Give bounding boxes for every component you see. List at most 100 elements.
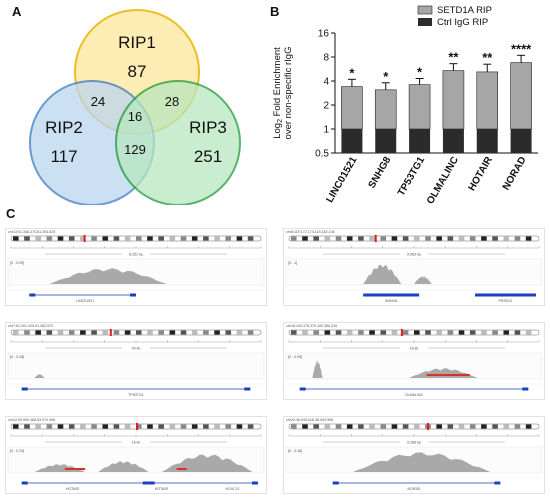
bar-setd1a-rip — [442, 70, 465, 130]
gene-exon — [142, 481, 149, 485]
coverage-peak — [97, 461, 149, 472]
locus-marker — [374, 235, 377, 242]
chromosome-band — [313, 236, 319, 241]
venn-count-rip3: 251 — [194, 147, 222, 166]
gene-exon — [21, 481, 28, 485]
bar-setd1a-rip — [510, 62, 532, 130]
chromosome-band — [102, 236, 109, 241]
chromosome-band — [458, 236, 465, 241]
chromosome-band — [324, 330, 331, 335]
chromosome-band — [391, 236, 398, 241]
track-span: 9,963 bp — [407, 253, 421, 257]
chromosome-band — [35, 330, 41, 335]
chromosome-band — [203, 424, 209, 429]
y-tick-label: 2 — [323, 101, 329, 112]
chromosome-band — [346, 424, 353, 429]
peak-call — [176, 468, 187, 470]
locus-marker — [400, 329, 403, 336]
chromosome-band — [313, 330, 319, 335]
gene-name: PRSS12 — [499, 299, 513, 303]
chromosome-band — [346, 236, 353, 241]
chromosome-band — [402, 236, 409, 241]
chromosome-band — [291, 236, 297, 241]
chromosome-band — [391, 330, 398, 335]
chromosome-band — [147, 236, 153, 241]
track-locus: chr16:100,378,370-100,396,316 — [286, 324, 337, 328]
chromosome-band — [80, 330, 86, 335]
chromosome-band — [358, 424, 364, 429]
gene-name: OLMALINC — [405, 393, 424, 397]
chromosome-band — [169, 330, 176, 335]
chromosome-band — [346, 330, 353, 335]
chromosome-band — [514, 330, 521, 335]
chromosome-band — [380, 424, 387, 429]
chromosome-band — [91, 330, 97, 335]
chromosome-band — [335, 424, 342, 429]
significance-marker: * — [349, 65, 355, 80]
venn-count-rip1-rip3: 28 — [165, 94, 179, 109]
chromosome-band — [46, 424, 53, 429]
chromosome-band — [335, 330, 342, 335]
chromosome-band — [158, 330, 164, 335]
chromosome-band — [102, 424, 109, 429]
legend-swatch-setd1a — [417, 5, 433, 15]
chromosome-band — [158, 236, 164, 241]
coverage-peak — [34, 464, 86, 472]
chromosome-band — [113, 236, 120, 241]
coverage-box — [285, 258, 543, 286]
chromosome-band — [180, 236, 187, 241]
legend-label-setd1a: SETD1A RIP — [437, 5, 492, 16]
chromosome-band — [402, 424, 409, 429]
venn-count-all: 16 — [128, 109, 142, 124]
y-tick-label: 0.5 — [315, 149, 329, 160]
track-range: [0 - 0.28] — [10, 355, 24, 359]
gene-exon — [474, 293, 536, 297]
gene-name: HOTAIR — [66, 487, 80, 491]
chromosome-band — [358, 236, 364, 241]
coverage-peak — [49, 268, 167, 284]
chromosome-band — [136, 424, 142, 429]
locus-marker — [136, 423, 138, 430]
chromosome-band — [369, 424, 375, 429]
track-range: [0 - 1] — [288, 261, 297, 265]
x-tick-label: OLMALINC — [425, 155, 461, 205]
chromosome-band — [425, 236, 431, 241]
track-span: 8,251 bp — [129, 253, 143, 257]
chromosome-band — [80, 236, 86, 241]
chromosome-band — [335, 236, 342, 241]
chromosome-band — [225, 330, 232, 335]
venn-count-rip2: 117 — [50, 147, 77, 166]
chromosome-band — [514, 236, 521, 241]
track-locus: chr7:61,301,429-61,362,572 — [8, 324, 53, 328]
track-frame — [283, 322, 545, 400]
bar-ctrl-igg-rip — [409, 129, 431, 153]
chromosome-band — [57, 236, 64, 241]
coverage-peak — [34, 374, 45, 378]
gene-exon — [363, 293, 420, 297]
track-span: 24 kb — [132, 347, 141, 351]
chromosome-band — [169, 424, 176, 429]
bar-setd1a-rip — [408, 84, 431, 130]
bar-ctrl-igg-rip — [442, 129, 464, 153]
chromosome-band — [481, 236, 487, 241]
chromosome-band — [225, 236, 232, 241]
track-range: [0 - 0.18] — [288, 449, 302, 453]
x-tick-label: NORAD — [501, 155, 529, 192]
y-tick-label: 1 — [323, 125, 329, 136]
gene-exon — [494, 481, 501, 485]
chromosome-band — [136, 330, 142, 335]
track-locus: chr13:61,346,370-61,354,625 — [8, 230, 55, 234]
chromosome-band — [91, 424, 97, 429]
track-frame — [5, 228, 267, 306]
chromosome-band — [147, 330, 153, 335]
significance-marker: ** — [482, 50, 493, 65]
legend-swatch-igg — [418, 18, 432, 26]
chromosome-band — [24, 330, 30, 335]
coverage-peak — [161, 454, 253, 472]
chromosome-band — [247, 330, 254, 335]
chromosome-band — [214, 330, 220, 335]
x-tick-label: LINC01521 — [324, 155, 359, 205]
chromosome-band — [169, 236, 176, 241]
gene-exon — [522, 387, 529, 391]
gene-name: HOTAIR — [155, 487, 169, 491]
